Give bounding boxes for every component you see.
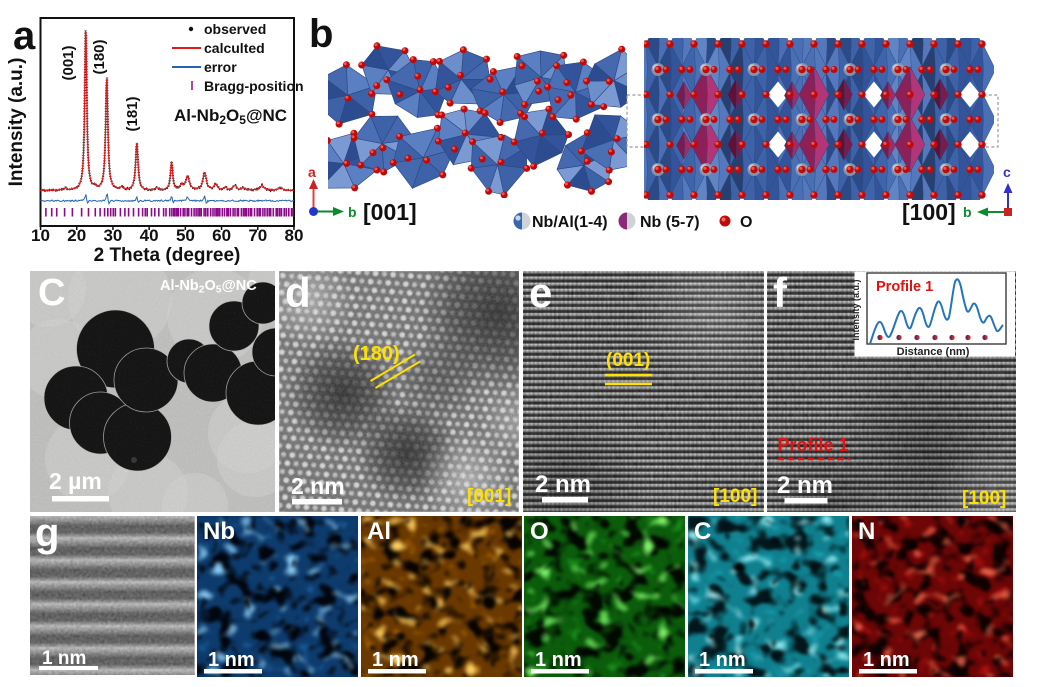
svg-text:[100]: [100]: [962, 488, 1006, 509]
svg-text:40: 40: [140, 226, 159, 245]
svg-text:1 nm: 1 nm: [208, 649, 255, 671]
svg-text:80: 80: [285, 226, 304, 245]
svg-text:2 nm: 2 nm: [777, 472, 833, 499]
svg-text:b: b: [963, 204, 972, 220]
svg-text:d: d: [285, 271, 311, 316]
svg-text:30: 30: [103, 226, 122, 245]
svg-text:1 nm: 1 nm: [535, 649, 582, 671]
svg-text:1 nm: 1 nm: [863, 649, 910, 671]
svg-text:g: g: [35, 516, 59, 555]
svg-text:observed: observed: [204, 21, 266, 37]
svg-text:[001]: [001]: [363, 199, 417, 225]
svg-text:Al-Nb2O5@NC: Al-Nb2O5@NC: [160, 278, 257, 296]
svg-text:Al: Al: [367, 518, 391, 545]
svg-text:C: C: [38, 272, 65, 314]
svg-text:b: b: [348, 204, 357, 220]
svg-text:(001): (001): [60, 45, 77, 80]
svg-text:70: 70: [248, 226, 267, 245]
svg-text:O: O: [740, 214, 752, 231]
svg-text:C: C: [694, 518, 711, 545]
svg-text:a: a: [308, 164, 316, 180]
svg-text:2 µm: 2 µm: [49, 468, 102, 494]
svg-text:(180): (180): [353, 343, 400, 365]
svg-text:1 nm: 1 nm: [372, 649, 419, 671]
svg-text:Profile 1: Profile 1: [876, 279, 933, 295]
svg-text:b: b: [309, 12, 333, 56]
svg-text:60: 60: [212, 226, 231, 245]
svg-text:Nb: Nb: [203, 518, 235, 545]
svg-text:Al-Nb2O5@NC: Al-Nb2O5@NC: [174, 106, 287, 127]
svg-text:(181): (181): [124, 96, 141, 131]
svg-text:e: e: [529, 271, 552, 316]
svg-text:Intensity (a.u.): Intensity (a.u.): [6, 58, 27, 187]
svg-text:calculted: calculted: [204, 40, 265, 56]
svg-text:error: error: [204, 59, 237, 75]
svg-text:f: f: [773, 271, 788, 316]
svg-text:Nb/Al(1-4): Nb/Al(1-4): [532, 214, 608, 231]
svg-text:N: N: [858, 518, 875, 545]
svg-text:2 Theta (degree): 2 Theta (degree): [94, 245, 241, 266]
svg-text:[100]: [100]: [902, 199, 956, 225]
svg-text:20: 20: [67, 226, 86, 245]
svg-text:[100]: [100]: [713, 486, 757, 507]
svg-text:10: 10: [31, 226, 50, 245]
svg-text:Distance (nm): Distance (nm): [897, 346, 970, 358]
svg-text:O: O: [530, 518, 549, 545]
svg-text:Nb (5-7): Nb (5-7): [640, 214, 700, 231]
svg-text:a: a: [13, 14, 36, 58]
svg-text:(180): (180): [91, 39, 108, 74]
svg-text:2 nm: 2 nm: [291, 473, 345, 499]
svg-text:50: 50: [176, 226, 195, 245]
svg-text:1 nm: 1 nm: [699, 649, 746, 671]
svg-text:2 nm: 2 nm: [535, 471, 591, 498]
svg-text:(001): (001): [606, 350, 650, 371]
svg-text:Profile 1: Profile 1: [778, 435, 849, 455]
svg-text:1 nm: 1 nm: [42, 648, 86, 669]
svg-text:Intensity (a.u.): Intensity (a.u.): [851, 279, 861, 340]
svg-text:[001]: [001]: [467, 486, 511, 507]
svg-text:c: c: [1003, 164, 1011, 180]
svg-text:Bragg-position: Bragg-position: [204, 78, 304, 94]
